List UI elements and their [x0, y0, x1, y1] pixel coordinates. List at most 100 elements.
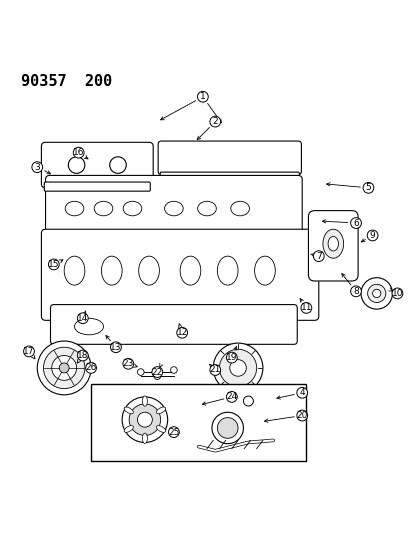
Text: 10: 10	[391, 289, 402, 298]
Circle shape	[152, 367, 162, 377]
Text: 14: 14	[77, 314, 88, 323]
Text: 4: 4	[299, 388, 304, 397]
Text: 17: 17	[23, 347, 35, 356]
Circle shape	[296, 410, 307, 421]
Ellipse shape	[230, 201, 249, 216]
Bar	[91, 384, 306, 461]
Circle shape	[123, 358, 133, 369]
Text: 19: 19	[225, 353, 237, 362]
Ellipse shape	[138, 256, 159, 285]
Text: 26: 26	[85, 364, 97, 373]
Circle shape	[197, 91, 208, 102]
Text: 1: 1	[199, 92, 205, 101]
Ellipse shape	[109, 157, 126, 173]
Circle shape	[217, 418, 237, 438]
Circle shape	[59, 363, 69, 373]
Text: 90357  200: 90357 200	[21, 74, 112, 89]
Ellipse shape	[64, 256, 85, 285]
Text: 5: 5	[365, 183, 370, 192]
Ellipse shape	[65, 201, 83, 216]
Circle shape	[360, 278, 392, 309]
Circle shape	[85, 362, 96, 373]
Text: 25: 25	[168, 427, 179, 437]
Ellipse shape	[254, 256, 275, 285]
Ellipse shape	[217, 256, 237, 285]
Text: 9: 9	[369, 231, 375, 240]
Ellipse shape	[197, 201, 216, 216]
Ellipse shape	[74, 318, 103, 335]
Circle shape	[226, 352, 237, 363]
Circle shape	[372, 289, 380, 297]
Circle shape	[209, 365, 220, 375]
Circle shape	[32, 161, 43, 173]
FancyBboxPatch shape	[41, 142, 153, 188]
Circle shape	[137, 369, 144, 375]
Ellipse shape	[123, 201, 141, 216]
Ellipse shape	[101, 256, 122, 285]
Circle shape	[391, 288, 402, 299]
Circle shape	[43, 347, 85, 389]
Ellipse shape	[156, 426, 165, 432]
Ellipse shape	[124, 426, 133, 432]
Circle shape	[77, 350, 88, 361]
Circle shape	[296, 387, 307, 398]
Circle shape	[37, 341, 91, 395]
Text: 3: 3	[34, 163, 40, 172]
Ellipse shape	[68, 157, 85, 173]
FancyBboxPatch shape	[158, 141, 301, 175]
Ellipse shape	[142, 396, 147, 406]
Circle shape	[52, 356, 76, 381]
FancyBboxPatch shape	[45, 175, 301, 246]
Circle shape	[77, 313, 88, 324]
Text: 23: 23	[122, 359, 134, 368]
Circle shape	[350, 286, 361, 297]
Circle shape	[176, 327, 187, 338]
Text: 11: 11	[300, 303, 311, 312]
Circle shape	[226, 392, 237, 402]
Circle shape	[170, 367, 177, 373]
Circle shape	[213, 343, 262, 393]
Text: 12: 12	[176, 328, 188, 337]
Circle shape	[122, 397, 167, 442]
Circle shape	[211, 412, 243, 443]
Circle shape	[129, 404, 160, 435]
Circle shape	[209, 116, 220, 127]
Ellipse shape	[124, 407, 133, 414]
Ellipse shape	[142, 433, 147, 443]
Ellipse shape	[94, 201, 112, 216]
Text: 6: 6	[352, 219, 358, 228]
Circle shape	[168, 427, 179, 438]
Circle shape	[243, 396, 253, 406]
Text: 2: 2	[212, 117, 218, 126]
FancyBboxPatch shape	[50, 304, 297, 344]
Circle shape	[300, 303, 311, 313]
Circle shape	[154, 373, 160, 379]
Text: 24: 24	[225, 392, 237, 401]
Circle shape	[229, 360, 246, 376]
Text: 21: 21	[209, 366, 221, 375]
Ellipse shape	[164, 201, 183, 216]
Text: 8: 8	[352, 287, 358, 296]
FancyBboxPatch shape	[44, 182, 150, 191]
Circle shape	[362, 182, 373, 193]
Text: 16: 16	[73, 148, 84, 157]
Ellipse shape	[180, 256, 200, 285]
Text: 22: 22	[151, 368, 163, 377]
Circle shape	[73, 147, 84, 158]
Text: 20: 20	[296, 411, 307, 420]
Text: 7: 7	[315, 252, 321, 261]
Ellipse shape	[156, 407, 165, 414]
Ellipse shape	[322, 229, 343, 258]
Ellipse shape	[327, 237, 338, 251]
FancyBboxPatch shape	[41, 229, 318, 320]
Circle shape	[367, 284, 385, 303]
Circle shape	[137, 412, 152, 427]
Circle shape	[350, 217, 361, 229]
FancyBboxPatch shape	[160, 183, 299, 193]
Text: 18: 18	[77, 351, 88, 360]
FancyBboxPatch shape	[308, 211, 357, 281]
Circle shape	[366, 230, 377, 241]
Text: 13: 13	[110, 343, 121, 352]
Circle shape	[110, 342, 121, 353]
FancyBboxPatch shape	[160, 172, 299, 183]
